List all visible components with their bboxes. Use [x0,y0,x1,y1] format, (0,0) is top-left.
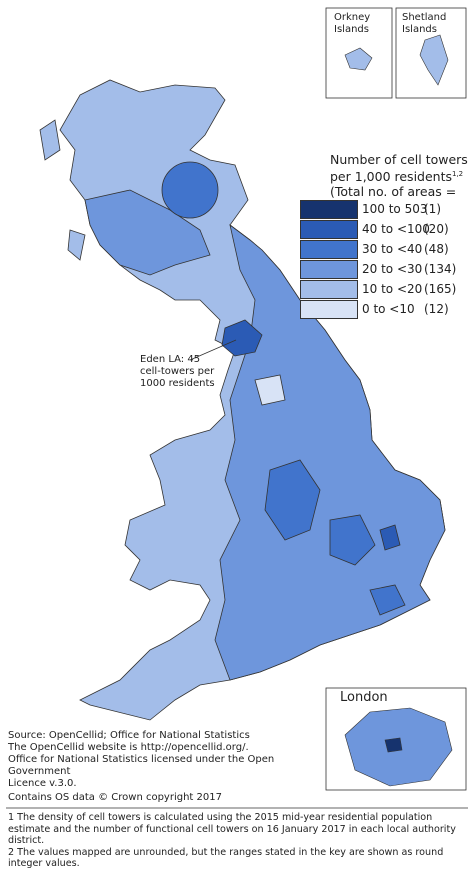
legend-label: 10 to <20 [362,282,423,296]
footnotes: 1 The density of cell towers is calculat… [8,812,456,869]
legend-count: (12) [424,302,449,316]
legend-label: 20 to <30 [362,262,423,276]
annotation-line [189,339,237,361]
region [379,524,401,551]
london-core [384,737,403,753]
inset-frame [395,7,467,99]
legend-swatch [300,240,358,259]
legend-swatch [300,260,358,279]
legend-label: 40 to <100 [362,222,430,236]
inset-frame [325,7,393,99]
legend-count: (134) [424,262,457,276]
region [254,374,286,406]
legend-label: 0 to <10 [362,302,415,316]
eden [221,319,263,357]
island [39,119,61,161]
legend-count: (165) [424,282,457,296]
shetland [419,34,449,86]
region [264,459,321,541]
inset-frame [325,687,467,791]
legend-label: 30 to <40 [362,242,423,256]
annotation: Eden LA: 45 cell-towers per 1000 residents [140,354,215,389]
island [67,229,86,261]
inset-label: London [340,690,388,705]
region [84,189,211,276]
legend-count: (1) [424,202,441,216]
legend-count: (20) [424,222,449,236]
inset-label: Shetland Islands [402,12,447,35]
legend-label: 100 to 503 [362,202,428,216]
page: Orkney Islands Shetland Islands London Num… [6,7,468,869]
region [369,584,406,616]
source: Source: OpenCellid; Office for National … [8,730,275,789]
orkney [344,47,373,71]
legend-count: (48) [424,242,449,256]
region [161,161,219,219]
legend-swatch [300,300,358,319]
region [329,514,376,566]
legend-swatch [300,200,358,219]
region [214,224,446,681]
legend-swatch [300,220,358,239]
inset-label: Orkney Islands [334,12,371,35]
map [6,7,468,809]
legend-swatch [300,280,358,299]
copyright: Contains OS data © Crown copyright 2017 [8,792,222,803]
